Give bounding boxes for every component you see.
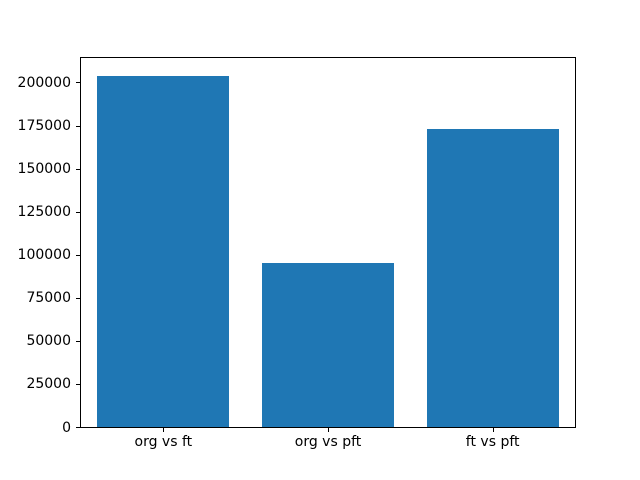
plot-area <box>80 57 576 428</box>
y-tick-label: 75000 <box>26 290 71 307</box>
x-tick-label: org vs pft <box>294 434 362 450</box>
y-tick-label: 100000 <box>17 247 71 264</box>
y-tick-label: 125000 <box>17 204 71 221</box>
y-tick-label: 50000 <box>26 333 71 350</box>
y-tick-mark <box>76 427 80 428</box>
y-tick-label: 200000 <box>17 74 71 91</box>
y-tick-mark <box>76 211 80 213</box>
x-tick-label: org vs ft <box>134 434 193 450</box>
y-tick-mark <box>76 297 80 299</box>
x-tick-label: ft vs pft <box>465 434 520 450</box>
y-tick-label: 175000 <box>17 118 71 135</box>
y-tick-label: 0 <box>62 419 71 436</box>
y-tick-mark <box>76 168 80 170</box>
y-tick-mark <box>76 383 80 385</box>
bar-org-vs-pft <box>262 263 394 427</box>
bar-org-vs-ft <box>97 75 230 427</box>
bar-ft-vs-pft <box>426 128 559 427</box>
y-tick-label: 25000 <box>26 376 71 393</box>
x-tick-mark <box>328 428 329 432</box>
x-tick-mark <box>163 428 165 432</box>
y-tick-mark <box>76 254 80 256</box>
y-tick-mark <box>76 340 80 342</box>
y-tick-label: 150000 <box>17 161 71 178</box>
x-tick-mark <box>492 428 494 432</box>
y-tick-mark <box>76 125 80 127</box>
y-tick-mark <box>76 82 80 84</box>
